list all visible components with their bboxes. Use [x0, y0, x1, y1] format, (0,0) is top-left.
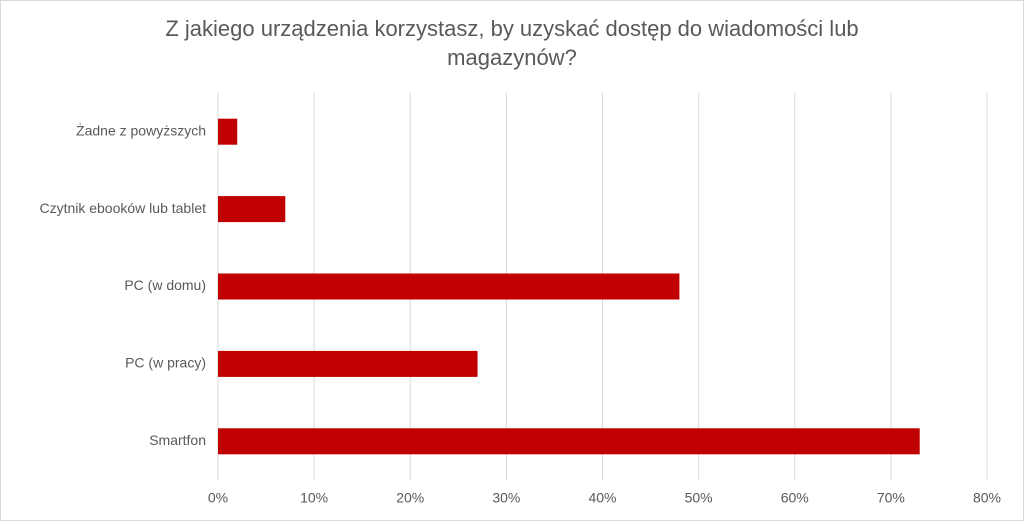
x-tick-label: 70% [877, 490, 905, 506]
y-tick-label: Żadne z powyższych [76, 121, 206, 138]
x-tick-label: 30% [492, 490, 520, 506]
y-tick-label: PC (w domu) [124, 277, 206, 293]
bar [218, 196, 286, 223]
y-tick-label: Czytnik ebooków lub tablet [39, 200, 206, 216]
x-tick-label: 80% [973, 490, 1001, 506]
chart-title: Z jakiego urządzenia korzystasz, by uzys… [165, 16, 859, 70]
bar [218, 350, 478, 377]
bar [218, 118, 238, 145]
x-tick-label: 60% [781, 490, 809, 506]
y-tick-label: Smartfon [149, 432, 206, 448]
bar [218, 273, 680, 300]
bar [218, 428, 920, 455]
x-tick-label: 0% [208, 490, 228, 506]
x-tick-label: 50% [685, 490, 713, 506]
x-tick-label: 40% [588, 490, 616, 506]
x-tick-label: 20% [396, 490, 424, 506]
y-tick-label: PC (w pracy) [125, 355, 206, 371]
x-tick-label: 10% [300, 490, 328, 506]
